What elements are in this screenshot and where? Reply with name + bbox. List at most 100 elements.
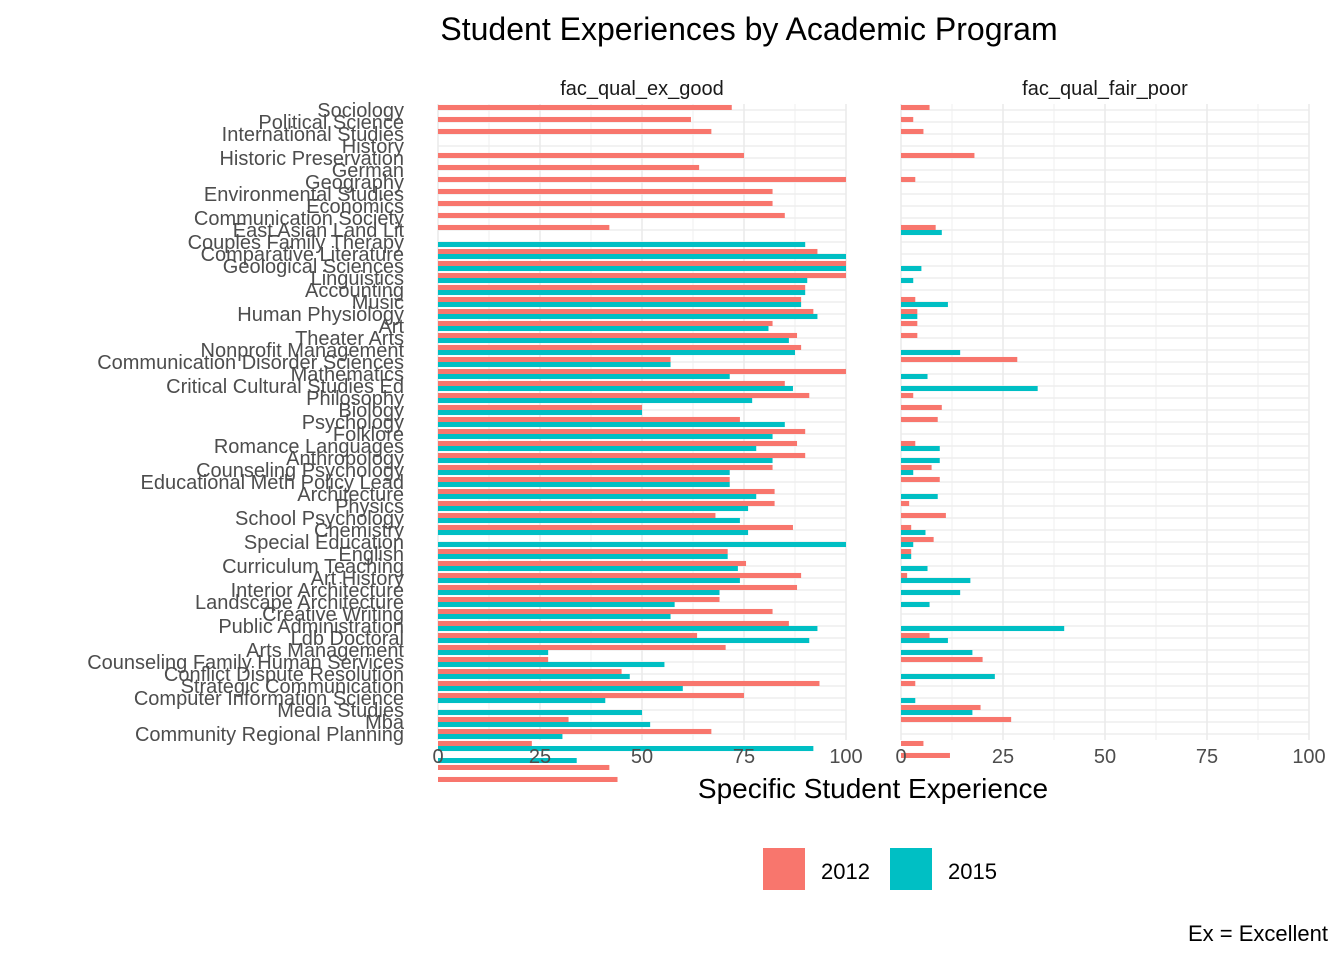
y-tick-label: School Psychology <box>235 508 404 530</box>
bar-2015 <box>901 698 916 704</box>
bar-2012 <box>901 128 924 134</box>
bar-2012 <box>438 632 698 638</box>
bar-2015 <box>438 398 753 404</box>
bar-2015 <box>438 242 806 248</box>
bar-2012 <box>901 416 938 422</box>
bar-2012 <box>438 260 846 266</box>
x-tick-label: 75 <box>733 746 755 768</box>
bar-2015 <box>901 542 914 548</box>
bar-2012 <box>901 104 930 110</box>
legend-label: 2015 <box>948 859 997 884</box>
bar-2012 <box>438 332 798 338</box>
bar-2015 <box>438 254 846 260</box>
bar-2012 <box>438 608 773 614</box>
legend-key-2015 <box>890 848 932 890</box>
bar-2012 <box>901 152 975 158</box>
bar-2015 <box>438 710 642 716</box>
y-tick-label: Mathematics <box>291 364 404 386</box>
y-tick-label: Community Regional Planning <box>135 724 404 746</box>
panel-fac_qual_ex_good: fac_qual_ex_good 0 25 50 75 100 <box>432 78 863 782</box>
y-tick-label: Accounting <box>305 280 404 302</box>
y-tick-label: Landscape Architecture <box>195 592 404 614</box>
bar-2012 <box>438 560 747 566</box>
y-tick-label: Communication Disorder Sciences <box>97 352 404 374</box>
y-tick-label: English <box>338 544 404 566</box>
y-tick-label: Art <box>378 316 404 338</box>
bar-2015 <box>438 314 818 320</box>
bar-2012 <box>901 332 918 338</box>
bar-2015 <box>438 698 606 704</box>
bar-2012 <box>438 368 846 374</box>
bar-2015 <box>438 386 793 392</box>
bar-2012 <box>901 548 912 554</box>
y-tick-label: Music <box>352 292 404 314</box>
y-tick-label: Computer Information Science <box>134 688 404 710</box>
bar-2015 <box>438 434 773 440</box>
bar-2015 <box>901 626 1065 632</box>
y-tick-label: Human Physiology <box>237 304 404 326</box>
y-tick-label: Critical Cultural Studies Ed <box>166 376 404 398</box>
bar-2015 <box>438 302 802 308</box>
bar-2015 <box>901 458 940 464</box>
y-tick-label: Environmental Studies <box>204 184 404 206</box>
bar-2015 <box>901 566 928 572</box>
bar-2015 <box>901 386 1038 392</box>
bar-2012 <box>438 344 802 350</box>
y-tick-label: Romance Languages <box>214 436 404 458</box>
y-tick-label: Nonprofit Management <box>201 340 405 362</box>
bar-2015 <box>438 410 642 416</box>
bar-2015 <box>901 590 961 596</box>
bar-2015 <box>901 650 973 656</box>
bar-2015 <box>438 578 740 584</box>
y-tick-label: Theater Arts <box>295 328 404 350</box>
bar-2015 <box>901 350 961 356</box>
bar-2015 <box>901 554 912 560</box>
bar-2012 <box>901 536 934 542</box>
bar-2015 <box>438 506 749 512</box>
bar-2015 <box>438 338 789 344</box>
bar-2012 <box>438 572 802 578</box>
y-tick-label: Counseling Family Human Services <box>87 652 404 674</box>
bar-2015 <box>901 530 926 536</box>
y-tick-label: Arts Management <box>246 640 404 662</box>
y-tick-label: German <box>332 160 404 182</box>
bar-2015 <box>438 722 651 728</box>
bar-2015 <box>438 458 773 464</box>
y-tick-label: Creative Writing <box>262 604 404 626</box>
bar-2012 <box>438 152 744 158</box>
bar-2012 <box>438 200 773 206</box>
bar-2012 <box>901 224 936 230</box>
y-tick-label: Conflict Dispute Resolution <box>164 664 404 686</box>
y-tick-label: Educational Meth Policy Lead <box>141 472 405 494</box>
bar-2012 <box>438 500 775 506</box>
x-axis-title: Specific Student Experience <box>698 773 1048 804</box>
bar-2012 <box>438 464 773 470</box>
bar-2012 <box>901 512 946 518</box>
bar-2015 <box>901 374 928 380</box>
bar-2015 <box>901 446 940 452</box>
bar-2012 <box>438 488 775 494</box>
bar-2012 <box>438 428 806 434</box>
bar-2012 <box>901 524 912 530</box>
x-tick-label: 75 <box>1196 746 1218 768</box>
bar-2015 <box>901 302 948 308</box>
panel-fac_qual_fair_poor: fac_qual_fair_poor 0 25 50 75 100 <box>895 78 1325 768</box>
bar-2012 <box>901 116 914 122</box>
y-tick-label: Political Science <box>258 112 404 134</box>
bar-2015 <box>438 530 749 536</box>
y-tick-label: Geological Sciences <box>223 256 404 278</box>
bar-2015 <box>438 482 730 488</box>
y-tick-label: Linguistics <box>311 268 404 290</box>
bar-2012 <box>901 476 940 482</box>
y-tick-label: Comparative Literature <box>201 244 404 266</box>
bar-2012 <box>901 656 983 662</box>
x-tick-label: 25 <box>529 746 551 768</box>
y-tick-label: Communication Society <box>194 208 404 230</box>
panel-strip-label: fac_qual_fair_poor <box>1022 78 1188 100</box>
y-tick-label: Ldb Doctoral <box>291 628 404 650</box>
bar-2015 <box>438 638 810 644</box>
bar-2015 <box>901 266 922 272</box>
y-tick-label: Media Studies <box>277 700 404 722</box>
bar-2012 <box>438 512 716 518</box>
bar-2012 <box>901 632 930 638</box>
